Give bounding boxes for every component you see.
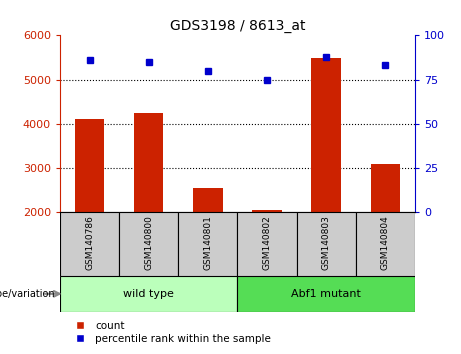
Text: GSM140803: GSM140803	[322, 216, 331, 270]
Bar	[60, 212, 119, 276]
Bar	[356, 212, 415, 276]
Bar	[60, 276, 237, 312]
Text: GSM140802: GSM140802	[262, 216, 272, 270]
Text: genotype/variation: genotype/variation	[0, 289, 55, 299]
Bar	[252, 210, 282, 212]
Bar	[311, 57, 341, 212]
Title: GDS3198 / 8613_at: GDS3198 / 8613_at	[170, 19, 305, 33]
Text: wild type: wild type	[123, 289, 174, 299]
Bar	[296, 212, 356, 276]
Bar	[119, 212, 178, 276]
Bar	[371, 164, 400, 212]
Bar	[178, 212, 237, 276]
Bar	[75, 120, 104, 212]
Bar	[237, 212, 296, 276]
Text: GSM140800: GSM140800	[144, 216, 153, 270]
Bar	[134, 113, 164, 212]
Legend: count, percentile rank within the sample: count, percentile rank within the sample	[65, 317, 275, 348]
Bar	[237, 276, 415, 312]
Text: GSM140786: GSM140786	[85, 216, 94, 270]
Bar	[193, 188, 223, 212]
Text: Abf1 mutant: Abf1 mutant	[291, 289, 361, 299]
Text: GSM140801: GSM140801	[203, 216, 213, 270]
Text: GSM140804: GSM140804	[381, 216, 390, 270]
